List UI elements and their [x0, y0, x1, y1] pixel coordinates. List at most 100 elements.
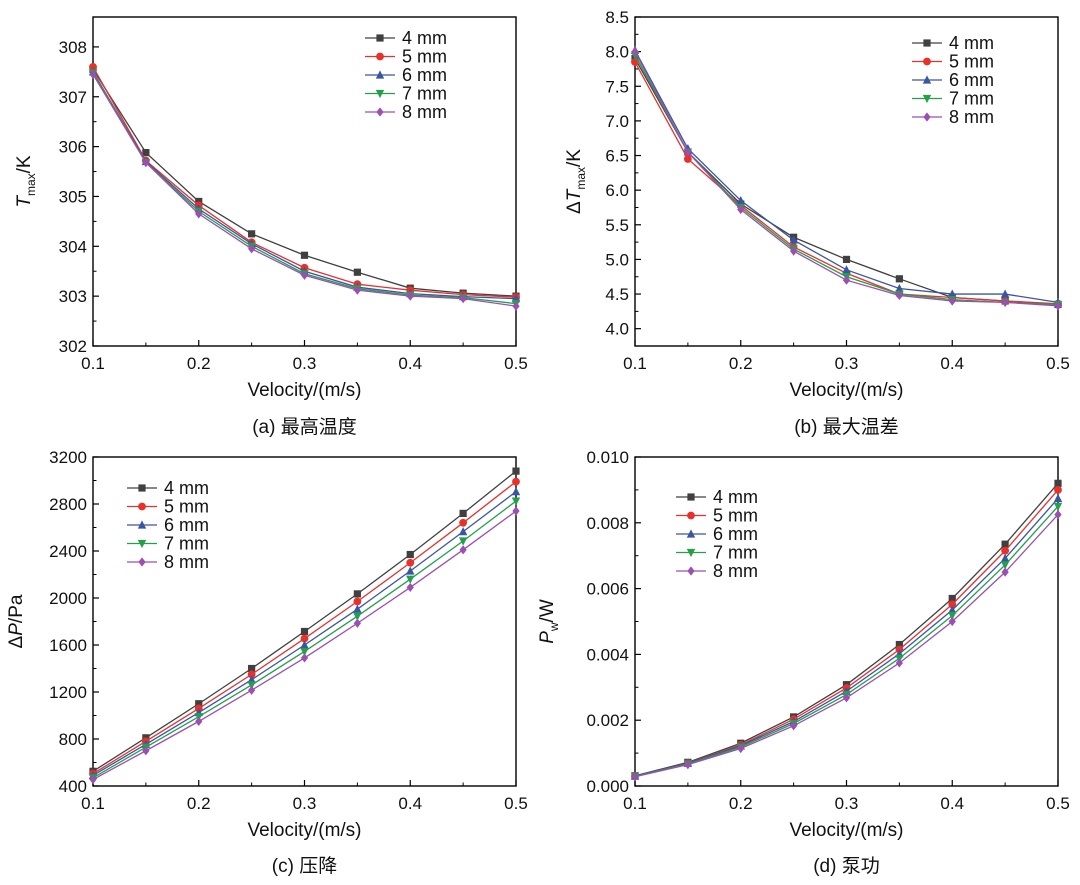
- legend-marker: [922, 75, 932, 84]
- data-point: [142, 746, 150, 756]
- series-line: [634, 482, 1059, 777]
- x-tick-label: 0.3: [835, 354, 859, 373]
- series-5-mm: [89, 62, 520, 302]
- data-point: [300, 640, 309, 649]
- y-label-subscript: max: [24, 173, 38, 196]
- x-axis-label: Velocity/(m/s): [789, 820, 903, 841]
- y-label-prefix: Δ: [6, 635, 27, 648]
- y-axis-label: Tmax/K: [14, 155, 38, 208]
- series-line: [634, 49, 1059, 304]
- data-point: [353, 618, 361, 628]
- panel-caption: (b) 最大温差: [794, 416, 899, 438]
- x-tick-label: 0.2: [187, 794, 211, 813]
- legend-label: 7 mm: [713, 543, 758, 563]
- x-tick-label: 0.1: [81, 794, 105, 813]
- series-line: [92, 68, 517, 297]
- series-6-mm: [630, 493, 1063, 780]
- data-point: [683, 155, 692, 163]
- data-point: [195, 197, 203, 206]
- data-point: [248, 244, 256, 254]
- data-point: [247, 670, 256, 679]
- y-label-prefix: Δ: [564, 201, 585, 214]
- data-point: [631, 58, 639, 66]
- y-tick-label: 2000: [49, 589, 87, 608]
- y-tick-label: 0.004: [586, 645, 629, 664]
- data-point: [1001, 540, 1009, 548]
- data-point: [512, 506, 520, 516]
- y-tick-label: 0.000: [586, 777, 629, 796]
- legend-marker: [686, 548, 696, 558]
- y-tick-label: 308: [59, 38, 87, 57]
- y-tick-label: 4.0: [605, 320, 629, 339]
- y-label-unit: /Pa: [6, 594, 27, 623]
- data-point: [353, 612, 362, 621]
- data-point: [406, 582, 414, 593]
- y-tick-label: 6.0: [605, 181, 629, 200]
- data-point: [1001, 567, 1009, 577]
- y-tick-label: 6.5: [605, 147, 629, 166]
- data-point: [247, 681, 256, 690]
- panel-caption: (d) 泵功: [813, 855, 880, 877]
- chart-panel-3: 0.1 0.2 0.3 0.4 0.5 400 800 1200 1600 2000 2400 280…: [6, 448, 528, 877]
- y-label-unit: /W: [537, 599, 558, 622]
- data-point: [248, 230, 256, 238]
- y-tick-label: 8.0: [605, 43, 629, 62]
- data-point: [842, 275, 851, 285]
- y-tick-label: 304: [59, 237, 87, 256]
- x-tick-label: 0.1: [81, 354, 105, 373]
- y-label-symbol: P: [6, 623, 27, 636]
- data-point: [459, 518, 468, 527]
- series-line: [634, 505, 1059, 778]
- x-tick-label: 0.3: [293, 354, 317, 373]
- data-point: [631, 772, 639, 782]
- data-point: [1001, 297, 1009, 307]
- data-point: [948, 616, 956, 627]
- x-tick-label: 0.4: [398, 794, 422, 813]
- legend-marker: [687, 566, 695, 576]
- y-tick-label: 2400: [49, 542, 87, 561]
- data-point: [512, 467, 520, 475]
- data-point: [406, 558, 415, 567]
- y-tick-label: 0.002: [586, 711, 629, 730]
- data-point: [89, 69, 97, 79]
- y-tick-label: 7.0: [605, 112, 629, 131]
- data-point: [248, 664, 256, 673]
- series-8-mm: [89, 69, 520, 311]
- data-point: [353, 604, 362, 613]
- data-point: [89, 774, 97, 785]
- series-line: [634, 514, 1059, 778]
- legend: 4 mm5 mm6 mm7 mm8 mm: [127, 478, 209, 572]
- y-tick-label: 7.5: [605, 77, 629, 96]
- data-point: [895, 275, 903, 283]
- data-point: [631, 47, 639, 57]
- data-point: [459, 545, 467, 555]
- data-point: [1000, 561, 1010, 570]
- data-point: [459, 509, 467, 517]
- y-label-unit: /K: [564, 149, 585, 167]
- series-4-mm: [89, 467, 520, 775]
- data-point: [1001, 546, 1010, 555]
- x-axis-label: Velocity/(m/s): [247, 380, 361, 401]
- legend-label: 7 mm: [164, 534, 209, 554]
- x-tick-label: 0.2: [729, 354, 753, 373]
- data-point: [1054, 509, 1062, 520]
- data-point: [248, 685, 256, 695]
- legend-marker: [138, 557, 146, 567]
- plot-frame: [634, 456, 1059, 787]
- y-axis-label: ΔTmax/K: [564, 149, 588, 214]
- y-tick-label: 8.5: [605, 8, 629, 27]
- x-tick-label: 0.5: [1046, 794, 1070, 813]
- y-tick-label: 307: [59, 88, 87, 107]
- data-point: [512, 477, 520, 486]
- legend-marker: [376, 52, 384, 61]
- series-line: [634, 498, 1059, 777]
- y-tick-label: 5.0: [605, 250, 629, 269]
- data-point: [895, 640, 903, 649]
- y-label-symbol: P: [537, 631, 558, 644]
- data-point: [737, 204, 745, 215]
- legend-marker: [376, 107, 384, 117]
- series-4-mm: [631, 479, 1062, 780]
- data-point: [790, 246, 798, 256]
- chart-panel-4: 0.1 0.2 0.3 0.4 0.5 0.000 0.002 0.004 0.006 0.008…: [537, 448, 1070, 877]
